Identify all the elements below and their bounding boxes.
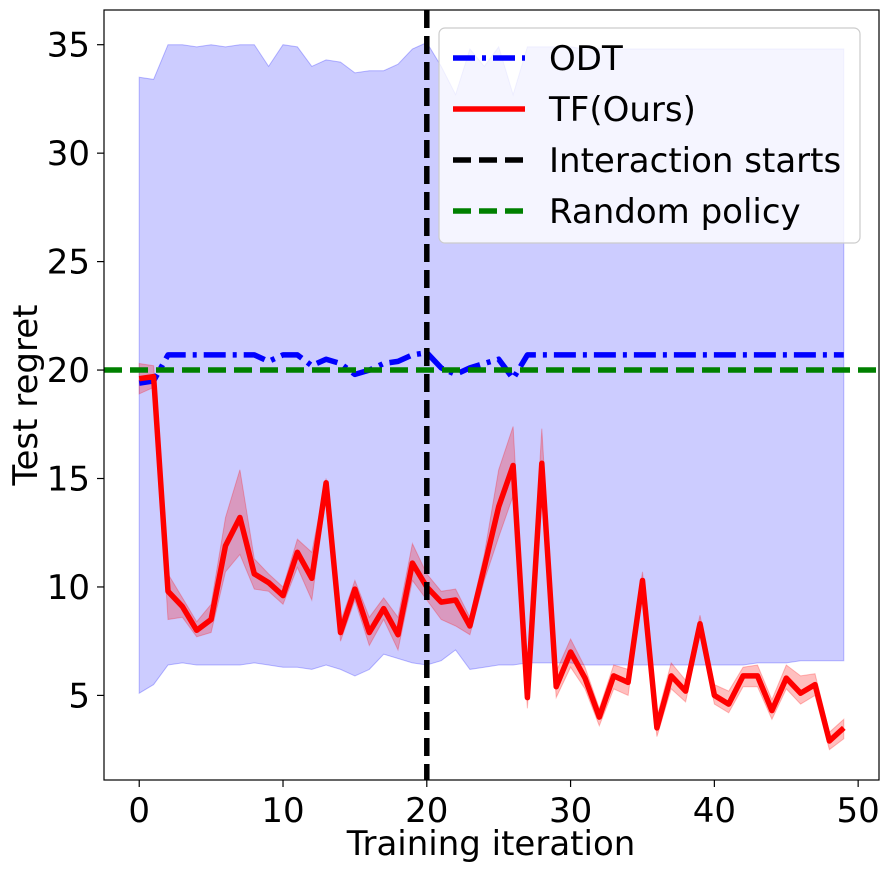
y-tick-label: 30 [47, 134, 90, 174]
x-tick-label: 50 [837, 791, 880, 831]
reference-lines [104, 10, 879, 780]
odt-line [138, 349, 844, 386]
legend: ODT TF(Ours) Interaction starts Random poli… [438, 27, 861, 244]
y-tick-label: 15 [47, 460, 90, 500]
y-tick-label: 5 [68, 676, 90, 716]
tf-ours-band [138, 362, 845, 751]
x-tick-label: 0 [128, 791, 150, 831]
y-tick-label: 10 [47, 568, 90, 608]
x-tick-label: 20 [405, 791, 448, 831]
legend-label-interaction-starts: Interaction starts [549, 141, 841, 181]
legend-label-odt: ODT [549, 39, 623, 79]
legend-label-random-policy: Random policy [549, 192, 801, 232]
y-tick-label: 35 [47, 26, 90, 66]
series-lines [138, 349, 846, 744]
x-axis-label: Training iteration [346, 824, 636, 864]
y-tick-label: 20 [47, 351, 90, 391]
y-axis-label: Test regret [6, 305, 46, 487]
y-axis-ticks: 5 10 15 20 25 30 35 [47, 26, 104, 716]
legend-box [438, 27, 861, 244]
x-tick-label: 10 [261, 791, 304, 831]
x-tick-label: 30 [549, 791, 592, 831]
legend-label-tf-ours: TF(Ours) [548, 90, 696, 130]
x-axis-ticks: 0 10 20 30 40 50 [128, 780, 880, 831]
plot-frame [103, 9, 880, 781]
y-tick-label: 25 [47, 243, 90, 283]
x-tick-label: 40 [693, 791, 736, 831]
tf-ours-line [138, 373, 846, 744]
